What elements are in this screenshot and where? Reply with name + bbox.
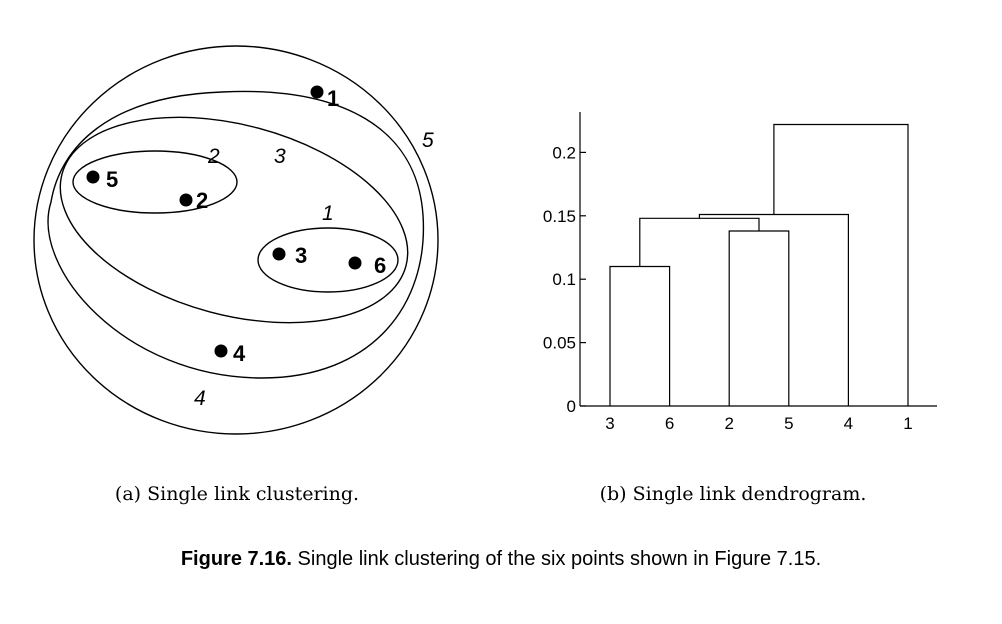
x-leaf-label: 3 <box>605 414 614 433</box>
data-point-marker <box>86 170 100 184</box>
y-tick-label: 0.05 <box>543 334 576 353</box>
cluster-label: 4 <box>194 387 206 410</box>
dendrogram-merge-link <box>728 230 790 406</box>
figure-caption-label: Figure 7.16. <box>180 548 292 570</box>
subcaption-b: (b) Single link dendrogram. <box>600 483 867 505</box>
y-tick-label: 0.1 <box>552 270 576 289</box>
y-tick-label: 0.2 <box>552 143 576 162</box>
dendrogram-links <box>609 123 909 406</box>
cluster-5-outline <box>33 45 439 435</box>
cluster-2-outline <box>72 150 238 214</box>
dendrogram-axes <box>579 112 937 407</box>
x-leaf-label: 1 <box>903 414 912 433</box>
dendrogram-merge-link <box>639 217 760 267</box>
y-axis-ticks: 0 0.05 0.1 0.15 0.2 <box>543 143 586 416</box>
data-points: 1 2 3 4 5 6 <box>86 85 386 366</box>
x-leaf-label: 4 <box>844 414 853 433</box>
x-axis-ticks: 3 6 2 5 4 1 <box>605 414 912 433</box>
clustering-diagram <box>33 45 439 435</box>
y-tick-label: 0.15 <box>543 207 576 226</box>
data-point-marker <box>179 193 193 207</box>
x-leaf-label: 5 <box>784 414 793 433</box>
data-point-label: 6 <box>374 253 386 278</box>
data-point-label: 3 <box>295 243 307 268</box>
dendrogram-merge-link <box>609 265 671 406</box>
data-point-label: 5 <box>106 167 118 192</box>
data-point-label: 1 <box>327 86 339 111</box>
data-point-marker <box>214 344 228 358</box>
dendrogram-merge-link <box>773 123 909 406</box>
y-tick-label: 0 <box>567 397 576 416</box>
data-point-marker <box>348 256 362 270</box>
cluster-1-outline <box>257 227 399 293</box>
data-point-label: 2 <box>196 188 208 213</box>
dendrogram: 0 0.05 0.1 0.15 0.2 3 6 2 5 4 1 <box>543 112 937 433</box>
cluster-label: 3 <box>274 145 286 168</box>
figure-caption: Figure 7.16. Single link clustering of t… <box>0 548 1002 571</box>
figure-caption-text: Single link clustering of the six points… <box>297 548 822 570</box>
cluster-label: 5 <box>422 129 434 152</box>
data-point-marker <box>272 247 286 261</box>
cluster-label: 1 <box>322 202 334 225</box>
x-leaf-label: 2 <box>724 414 733 433</box>
cluster-labels: 1 2 3 4 5 <box>194 129 434 410</box>
x-leaf-label: 6 <box>665 414 674 433</box>
cluster-4-outline <box>47 90 425 379</box>
cluster-label: 2 <box>207 145 220 168</box>
cluster-3-outline <box>59 116 409 324</box>
data-point-marker <box>310 85 324 99</box>
subcaption-a: (a) Single link clustering. <box>115 483 359 505</box>
dendrogram-merge-link <box>698 213 849 406</box>
data-point-label: 4 <box>233 341 246 366</box>
